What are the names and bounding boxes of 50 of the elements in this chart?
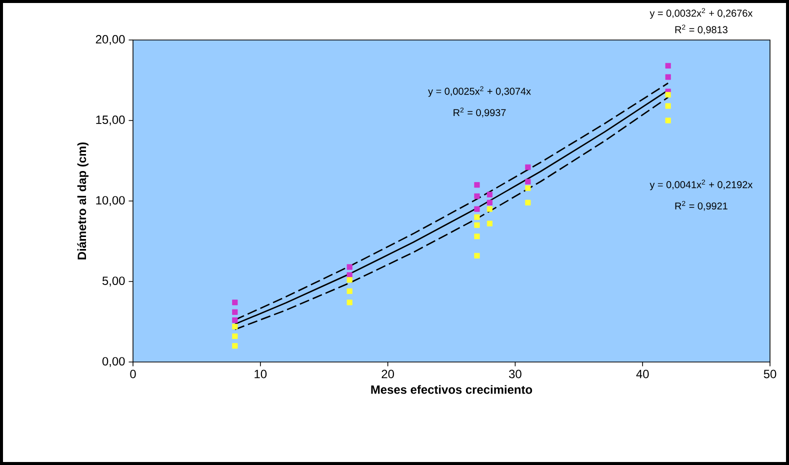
point	[486, 192, 493, 198]
x-tick-label: 10	[254, 370, 267, 378]
point	[474, 222, 480, 228]
text: y = 0,0032x$^{2}$ + 0,2676x	[650, 8, 753, 19]
x-tick-label: 20	[382, 370, 394, 378]
annotation: R$^{2}$ = 0,9937	[454, 108, 506, 118]
point	[346, 264, 352, 270]
point	[474, 214, 480, 220]
y-tick-label: 10,00	[96, 196, 125, 206]
x-tick-label: 40	[636, 370, 649, 378]
x-tick-label: 0	[130, 370, 136, 378]
point	[474, 234, 480, 240]
point	[486, 200, 493, 206]
y-axis-title: Diámetro al dap (cm)	[77, 142, 88, 260]
x-tick-label: 30	[509, 370, 522, 378]
point	[486, 206, 493, 212]
y-tick-label: 5,00	[102, 276, 125, 286]
point	[474, 182, 480, 188]
point	[665, 103, 671, 109]
point	[525, 178, 531, 184]
y-tick-label: 20,00	[96, 35, 125, 45]
point	[474, 193, 480, 199]
point	[525, 200, 531, 206]
annotation: R$^{2}$ = 0,9921	[675, 200, 728, 211]
point	[232, 343, 238, 349]
point	[665, 62, 671, 69]
x-axis-title: Meses efectivos crecimiento	[371, 385, 532, 394]
y-tick-label: 15,00	[96, 116, 125, 126]
y-tick-label: 0,00	[102, 357, 125, 367]
point	[346, 277, 352, 283]
point	[525, 185, 531, 191]
point	[232, 300, 238, 306]
point	[474, 206, 480, 212]
point	[665, 92, 671, 98]
annotation: y = 0,0041x$^{2}$ + 0,2192x	[650, 180, 753, 190]
point	[232, 324, 238, 330]
point	[346, 288, 352, 294]
point	[474, 252, 480, 259]
point	[232, 333, 238, 340]
point	[486, 220, 493, 226]
annotation: y = 0,0025x$^{2}$ + 0,3074x	[428, 86, 531, 97]
point	[232, 317, 238, 323]
point	[665, 118, 671, 124]
text: R$^{2}$ = 0,9813	[675, 24, 728, 34]
point	[346, 300, 352, 306]
point	[232, 309, 238, 315]
x-tick-label: 50	[764, 370, 776, 378]
point	[665, 74, 671, 80]
point	[346, 272, 352, 278]
point	[525, 164, 531, 170]
